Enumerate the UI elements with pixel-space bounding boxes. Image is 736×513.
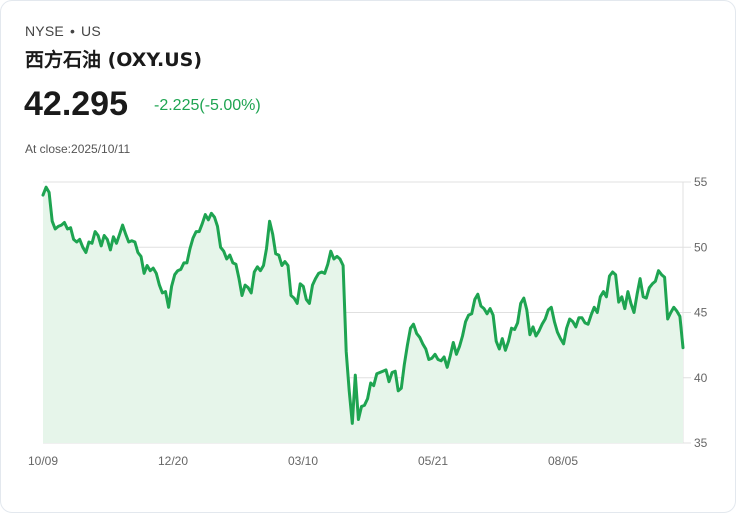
x-tick-label: 10/09: [28, 454, 58, 468]
x-tick-label: 08/05: [548, 454, 578, 468]
y-tick-label: 35: [694, 436, 708, 450]
y-tick-label: 40: [694, 371, 708, 385]
exchange-line: NYSE • US: [25, 23, 101, 39]
price-line[interactable]: [41, 185, 685, 425]
y-tick-label: 55: [694, 175, 708, 189]
y-tick-label: 45: [694, 306, 708, 320]
y-axis-labels: 55 50 45 40 35: [694, 175, 708, 450]
y-tick-label: 50: [694, 240, 708, 254]
x-tick-label: 12/20: [158, 454, 188, 468]
current-price: 42.295: [24, 85, 128, 123]
x-tick-label: 03/10: [288, 454, 318, 468]
close-timestamp: At close:2025/10/11: [25, 142, 131, 156]
x-tick-label: 05/21: [418, 454, 448, 468]
region-name: US: [81, 23, 101, 39]
separator-dot: •: [69, 23, 76, 39]
stock-title: 西方石油 (OXY.US): [25, 49, 203, 71]
price-area-fill: [43, 187, 683, 443]
price-change: -2.225(-5.00%): [154, 97, 261, 114]
x-axis-labels: 10/09 12/20 03/10 05/21 08/05: [28, 454, 578, 468]
exchange-name: NYSE: [25, 23, 64, 39]
